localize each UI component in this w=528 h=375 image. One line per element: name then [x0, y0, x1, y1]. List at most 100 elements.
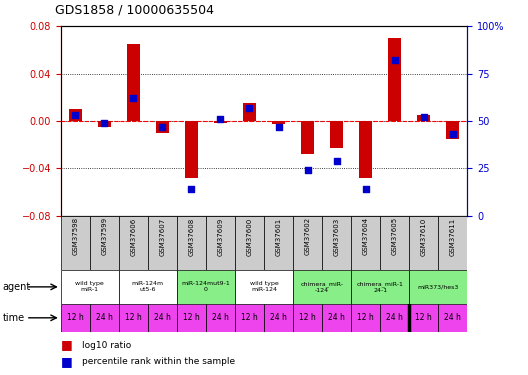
Bar	[409, 270, 467, 304]
Text: GSM37609: GSM37609	[218, 217, 223, 255]
Bar	[409, 216, 438, 270]
Text: 24 h: 24 h	[270, 314, 287, 322]
Bar	[272, 121, 285, 124]
Text: 24 h: 24 h	[328, 314, 345, 322]
Bar	[90, 304, 119, 332]
Bar	[446, 121, 459, 139]
Point	[71, 112, 80, 118]
Bar	[177, 304, 206, 332]
Text: GSM37608: GSM37608	[188, 217, 194, 255]
Bar	[438, 216, 467, 270]
Bar	[177, 216, 206, 270]
Text: 12 h: 12 h	[125, 314, 142, 322]
Text: time: time	[3, 313, 25, 323]
Text: 12 h: 12 h	[67, 314, 83, 322]
Point	[449, 131, 457, 137]
Bar	[69, 109, 82, 121]
Bar	[243, 103, 256, 121]
Text: GSM37610: GSM37610	[421, 217, 427, 255]
Text: GDS1858 / 10000635504: GDS1858 / 10000635504	[55, 4, 214, 17]
Point	[129, 95, 137, 101]
Bar	[214, 121, 227, 123]
Point	[100, 120, 109, 126]
Bar	[264, 304, 293, 332]
Bar	[148, 304, 177, 332]
Text: GSM37601: GSM37601	[276, 217, 281, 255]
Point	[361, 186, 370, 192]
Text: 12 h: 12 h	[357, 314, 374, 322]
Bar	[90, 216, 119, 270]
Text: agent: agent	[3, 282, 31, 292]
Bar	[119, 304, 148, 332]
Bar	[264, 216, 293, 270]
Text: 12 h: 12 h	[416, 314, 432, 322]
Bar	[359, 121, 372, 178]
Text: 24 h: 24 h	[212, 314, 229, 322]
Text: miR-124mut9-1
0: miR-124mut9-1 0	[182, 282, 230, 292]
Text: 24 h: 24 h	[386, 314, 403, 322]
Text: GSM37602: GSM37602	[305, 217, 310, 255]
Bar	[293, 270, 351, 304]
Point	[245, 105, 254, 111]
Text: GSM37600: GSM37600	[247, 217, 252, 255]
Text: GSM37598: GSM37598	[72, 217, 78, 255]
Bar	[235, 216, 264, 270]
Text: miR-124m
ut5-6: miR-124m ut5-6	[132, 282, 164, 292]
Bar	[409, 304, 438, 332]
Bar	[61, 304, 90, 332]
Bar	[380, 304, 409, 332]
Bar	[177, 270, 235, 304]
Text: GSM37605: GSM37605	[392, 217, 398, 255]
Bar	[185, 121, 198, 178]
Text: 24 h: 24 h	[445, 314, 461, 322]
Text: 24 h: 24 h	[96, 314, 112, 322]
Text: 12 h: 12 h	[241, 314, 258, 322]
Bar	[119, 216, 148, 270]
Bar	[351, 304, 380, 332]
Text: wild type
miR-1: wild type miR-1	[76, 282, 104, 292]
Bar	[127, 44, 140, 121]
Text: GSM37604: GSM37604	[363, 217, 369, 255]
Point	[158, 124, 167, 130]
Bar	[322, 216, 351, 270]
Bar	[98, 121, 111, 127]
Text: GSM37607: GSM37607	[159, 217, 165, 255]
Bar	[148, 216, 177, 270]
Bar	[235, 304, 264, 332]
Bar	[301, 121, 314, 154]
Text: GSM37611: GSM37611	[450, 217, 456, 255]
Bar	[119, 270, 177, 304]
Text: chimera_miR-1
24-1: chimera_miR-1 24-1	[357, 281, 403, 292]
Bar	[351, 270, 409, 304]
Bar	[61, 270, 119, 304]
Bar	[322, 304, 351, 332]
Point	[303, 167, 312, 173]
Bar	[206, 216, 235, 270]
Bar	[206, 304, 235, 332]
Point	[420, 114, 428, 120]
Text: log10 ratio: log10 ratio	[82, 340, 131, 350]
Text: miR373/hes3: miR373/hes3	[418, 284, 459, 290]
Point	[391, 57, 399, 63]
Bar	[293, 216, 322, 270]
Text: 12 h: 12 h	[183, 314, 200, 322]
Bar	[351, 216, 380, 270]
Point	[216, 116, 225, 122]
Text: 12 h: 12 h	[299, 314, 316, 322]
Point	[275, 124, 283, 130]
Text: GSM37603: GSM37603	[334, 217, 340, 255]
Bar	[330, 121, 343, 148]
Text: GSM37606: GSM37606	[130, 217, 136, 255]
Text: GSM37599: GSM37599	[101, 217, 107, 255]
Text: ■: ■	[61, 356, 72, 368]
Bar	[438, 304, 467, 332]
Point	[187, 186, 196, 192]
Bar	[293, 304, 322, 332]
Bar	[380, 216, 409, 270]
Bar	[417, 115, 430, 121]
Text: ■: ■	[61, 339, 72, 351]
Bar	[235, 270, 293, 304]
Point	[333, 158, 341, 164]
Bar	[156, 121, 169, 133]
Text: chimera_miR-
-124: chimera_miR- -124	[300, 281, 344, 292]
